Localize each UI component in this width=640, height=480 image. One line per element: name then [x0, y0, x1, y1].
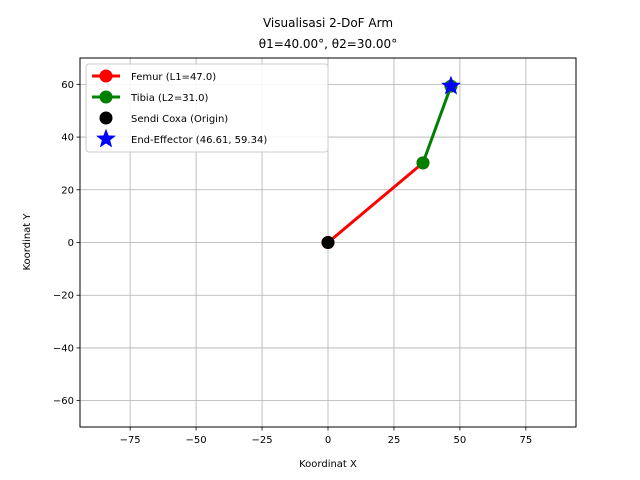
y-tick-label: 0: [68, 238, 74, 249]
series-line: [421, 84, 453, 165]
x-tick-label: 75: [520, 435, 533, 446]
chart-title-line2: θ1=40.00°, θ2=30.00°: [259, 37, 397, 51]
x-axis-label: Koordinat X: [299, 459, 357, 470]
origin-marker: [321, 236, 335, 249]
legend-label: Sendi Coxa (Origin): [131, 114, 228, 125]
legend-frame: [85, 63, 329, 153]
legend: Femur (L1=47.0) Tibia (L2=31.0) Sendi Coxa…: [85, 63, 329, 153]
legend-marker-swatch: [99, 90, 113, 104]
legend-label: Tibia (L2=31.0): [130, 93, 208, 104]
y-axis-label: Koordinat Y: [22, 213, 33, 271]
y-tick-label: −40: [53, 343, 74, 354]
x-tick-label: 50: [454, 435, 467, 446]
y-tick-label: 20: [61, 185, 74, 196]
legend-marker-swatch: [99, 69, 113, 83]
ticks: −75 −50 −25 0 25 50 75 −60 −40 −20 0 20 40 60: [53, 80, 532, 446]
end-effector-marker: [441, 75, 461, 95]
x-tick-label: −25: [251, 435, 272, 446]
y-tick-label: 60: [61, 80, 74, 91]
legend-star-swatch: [96, 128, 116, 148]
x-tick-label: −50: [186, 435, 207, 446]
legend-label: End-Effector (46.61, 59.34): [131, 135, 267, 146]
x-tick-label: 0: [325, 435, 331, 446]
series-line: [325, 160, 426, 245]
y-tick-label: −60: [53, 396, 74, 407]
series-layer: [321, 75, 461, 249]
joint-marker: [416, 156, 430, 170]
y-tick-label: −20: [53, 291, 74, 302]
chart-title-line1: Visualisasi 2-DoF Arm: [263, 16, 393, 30]
x-tick-label: −75: [120, 435, 141, 446]
legend-marker-swatch: [99, 111, 113, 125]
legend-label: Femur (L1=47.0): [131, 72, 216, 83]
y-tick-label: 40: [61, 133, 74, 144]
x-tick-label: 25: [388, 435, 401, 446]
